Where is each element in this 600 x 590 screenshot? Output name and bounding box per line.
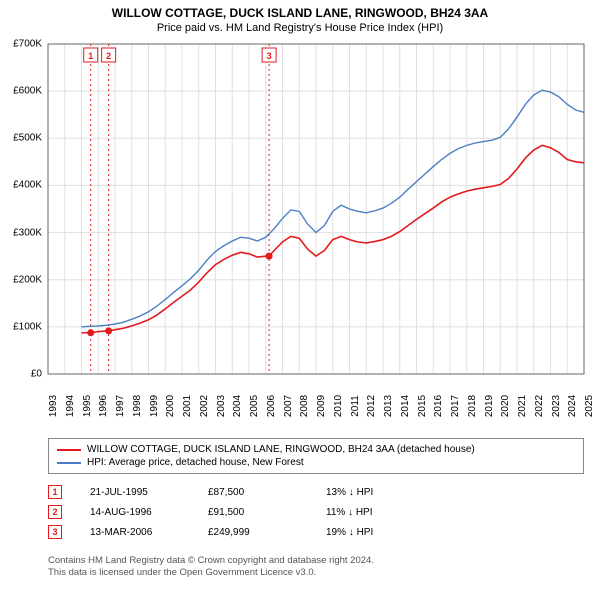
x-tick-label: 2023 — [551, 395, 562, 417]
x-tick-label: 2020 — [500, 395, 511, 417]
legend: WILLOW COTTAGE, DUCK ISLAND LANE, RINGWO… — [48, 438, 584, 474]
footer-line-2: This data is licensed under the Open Gov… — [48, 567, 374, 579]
x-tick-label: 2016 — [433, 395, 444, 417]
svg-text:1: 1 — [88, 51, 93, 61]
legend-swatch — [57, 462, 81, 464]
legend-label: HPI: Average price, detached house, New … — [87, 457, 304, 468]
x-tick-label: 1998 — [132, 395, 143, 417]
marker-price: £249,999 — [208, 527, 298, 538]
marker-date: 21-JUL-1995 — [90, 487, 180, 498]
y-tick-label: £400K — [0, 180, 42, 191]
svg-text:3: 3 — [267, 51, 272, 61]
legend-item: HPI: Average price, detached house, New … — [57, 456, 575, 469]
x-tick-label: 2000 — [165, 395, 176, 417]
line-chart: 1 2 3 — [0, 0, 600, 376]
marker-number-box: 1 — [48, 485, 62, 499]
legend-item: WILLOW COTTAGE, DUCK ISLAND LANE, RINGWO… — [57, 443, 575, 456]
marker-price: £87,500 — [208, 487, 298, 498]
x-tick-label: 2022 — [534, 395, 545, 417]
x-tick-label: 2024 — [567, 395, 578, 417]
y-tick-label: £500K — [0, 133, 42, 144]
marker-date: 13-MAR-2006 — [90, 527, 180, 538]
legend-label: WILLOW COTTAGE, DUCK ISLAND LANE, RINGWO… — [87, 444, 475, 455]
x-tick-label: 2009 — [316, 395, 327, 417]
marker-number-box: 3 — [48, 525, 62, 539]
x-tick-label: 2001 — [182, 395, 193, 417]
y-tick-label: £700K — [0, 39, 42, 50]
marker-delta: 19% ↓ HPI — [326, 527, 416, 538]
x-tick-label: 2018 — [467, 395, 478, 417]
chart-container: { "title": "WILLOW COTTAGE, DUCK ISLAND … — [0, 0, 600, 590]
x-tick-label: 2014 — [400, 395, 411, 417]
marker-delta: 11% ↓ HPI — [326, 507, 416, 518]
x-tick-label: 2017 — [450, 395, 461, 417]
y-tick-label: £200K — [0, 274, 42, 285]
x-tick-label: 2002 — [199, 395, 210, 417]
marker-table-row: 2 14-AUG-1996 £91,500 11% ↓ HPI — [48, 502, 416, 522]
x-tick-label: 1995 — [82, 395, 93, 417]
marker-delta: 13% ↓ HPI — [326, 487, 416, 498]
x-tick-label: 2021 — [517, 395, 528, 417]
x-tick-label: 1999 — [149, 395, 160, 417]
marker-date: 14-AUG-1996 — [90, 507, 180, 518]
x-tick-label: 2019 — [484, 395, 495, 417]
y-tick-label: £0 — [0, 369, 42, 380]
x-tick-label: 2013 — [383, 395, 394, 417]
y-tick-label: £600K — [0, 86, 42, 97]
x-tick-label: 2010 — [333, 395, 344, 417]
x-tick-label: 1993 — [48, 395, 59, 417]
x-tick-label: 2005 — [249, 395, 260, 417]
x-tick-label: 2015 — [417, 395, 428, 417]
marker-table-row: 1 21-JUL-1995 £87,500 13% ↓ HPI — [48, 482, 416, 502]
x-tick-label: 2006 — [266, 395, 277, 417]
x-tick-label: 2007 — [283, 395, 294, 417]
x-tick-label: 1994 — [65, 395, 76, 417]
x-tick-label: 2003 — [216, 395, 227, 417]
x-tick-label: 2004 — [232, 395, 243, 417]
sale-marker-table: 1 21-JUL-1995 £87,500 13% ↓ HPI 2 14-AUG-1996… — [48, 482, 416, 542]
marker-number-box: 2 — [48, 505, 62, 519]
x-tick-label: 2008 — [299, 395, 310, 417]
marker-table-row: 3 13-MAR-2006 £249,999 19% ↓ HPI — [48, 522, 416, 542]
y-tick-label: £100K — [0, 321, 42, 332]
legend-swatch — [57, 449, 81, 451]
svg-text:2: 2 — [106, 51, 111, 61]
x-tick-label: 1997 — [115, 395, 126, 417]
y-tick-label: £300K — [0, 227, 42, 238]
marker-price: £91,500 — [208, 507, 298, 518]
x-tick-label: 2025 — [584, 395, 595, 417]
footer-note: Contains HM Land Registry data © Crown c… — [48, 555, 374, 580]
x-tick-label: 1996 — [98, 395, 109, 417]
x-tick-label: 2011 — [350, 395, 361, 417]
footer-line-1: Contains HM Land Registry data © Crown c… — [48, 555, 374, 567]
x-tick-label: 2012 — [366, 395, 377, 417]
